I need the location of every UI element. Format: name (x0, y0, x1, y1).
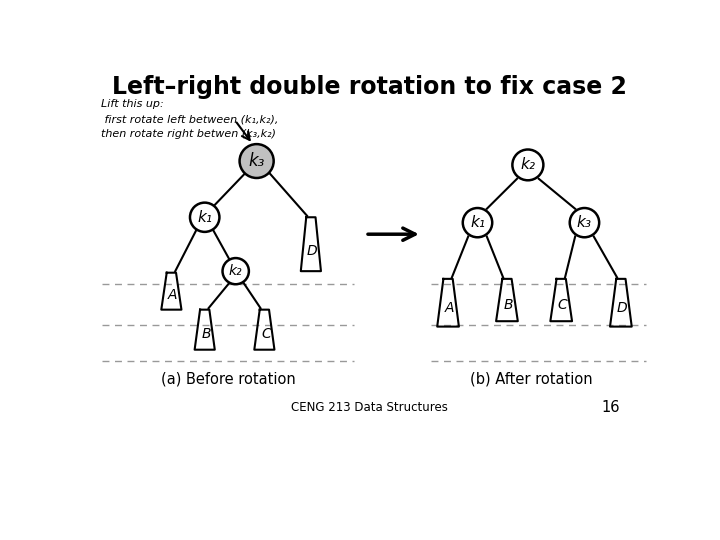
Text: D: D (307, 244, 318, 258)
Text: k₂: k₂ (521, 157, 536, 172)
Circle shape (190, 202, 220, 232)
Text: Lift this up:
 first rotate left between (k₁,k₂),
then rotate right betwen (k₃,k: Lift this up: first rotate left between … (101, 99, 278, 139)
Text: 16: 16 (601, 400, 620, 415)
Text: B: B (202, 327, 211, 341)
Text: Left–right double rotation to fix case 2: Left–right double rotation to fix case 2 (112, 75, 626, 99)
Text: CENG 213 Data Structures: CENG 213 Data Structures (291, 401, 447, 414)
Text: D: D (617, 301, 628, 315)
Text: k₁: k₁ (470, 215, 485, 230)
Text: (a) Before rotation: (a) Before rotation (161, 372, 295, 387)
Circle shape (513, 150, 544, 180)
Circle shape (222, 258, 249, 284)
Text: k₃: k₃ (577, 215, 592, 230)
Text: A: A (445, 301, 454, 315)
Circle shape (463, 208, 492, 237)
Circle shape (570, 208, 599, 237)
Text: A: A (168, 288, 178, 302)
Text: C: C (558, 298, 567, 312)
Text: k₃: k₃ (248, 152, 265, 170)
Circle shape (240, 144, 274, 178)
Text: k₂: k₂ (229, 264, 243, 278)
Text: k₁: k₁ (197, 210, 212, 225)
Text: C: C (261, 327, 271, 341)
Text: (b) After rotation: (b) After rotation (470, 372, 593, 387)
Text: B: B (504, 298, 513, 312)
